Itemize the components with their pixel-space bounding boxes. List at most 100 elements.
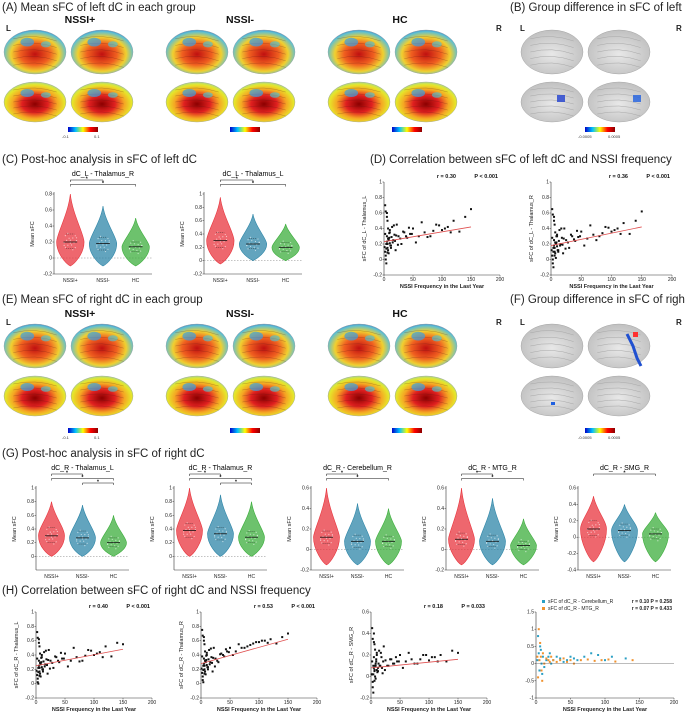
data-point [386, 664, 389, 667]
data-point [205, 664, 208, 667]
violin-point [81, 538, 84, 540]
data-point [391, 241, 394, 244]
data-point [203, 668, 206, 671]
panel-b-cbar-max: 0.0005 [608, 134, 621, 139]
brain-lateral-left [327, 323, 391, 369]
brain-lateral-left [3, 29, 67, 75]
y-tick-label: 0.6 [542, 211, 549, 217]
data-point [376, 666, 379, 669]
violin-point [588, 533, 590, 536]
violin-point [215, 538, 217, 541]
violin-point [490, 537, 492, 539]
data-point [607, 226, 610, 229]
data-point [407, 226, 410, 229]
panel-a-group-2: NSSI- [225, 14, 254, 26]
y-tick-label: 1 [379, 180, 382, 186]
x-tick-label: 0 [200, 700, 203, 706]
violin-point [47, 533, 49, 535]
data-point [201, 655, 204, 658]
data-point [49, 659, 52, 662]
data-point [52, 666, 55, 669]
violin-point [76, 538, 78, 540]
y-tick-label: 0.4 [165, 527, 172, 533]
data-point [202, 681, 205, 684]
brain-lateral-right [70, 29, 134, 75]
violin-point [222, 236, 224, 238]
cluster-smg [633, 332, 638, 337]
data-point [569, 655, 572, 658]
data-point [601, 232, 604, 235]
data-point [393, 662, 396, 665]
data-point [589, 224, 592, 227]
data-point [38, 670, 41, 673]
violin-point [130, 242, 132, 244]
data-point [432, 229, 435, 232]
data-point [552, 659, 555, 662]
sig-star: * [66, 471, 69, 477]
violin-point [290, 241, 292, 244]
violin-point [87, 534, 89, 536]
chart-g4-violin: dC_R - MTG_R -0.2 0 0.2 0.4 0.6 Mean sFC NSSI+ N… [422, 465, 539, 580]
chart-g1-violin: dC_R - Thalamus_L 0 0.2 0.4 0.6 0.8 1 Mean sFC N… [12, 465, 129, 580]
violin-point [101, 240, 103, 242]
violin-point [253, 246, 255, 248]
panel-b-colorbar [585, 127, 615, 132]
violin-3 [100, 515, 127, 557]
violin-point [67, 232, 69, 234]
data-point [613, 229, 616, 232]
violin-point [393, 539, 395, 541]
violin-point [291, 245, 293, 247]
x-axis-label: NSSI Frequency in the Last Year [569, 284, 654, 290]
violin-point [487, 535, 489, 538]
violin-point [458, 541, 460, 543]
violin-point [621, 532, 623, 534]
data-point [555, 660, 558, 663]
violin-point [656, 536, 658, 539]
data-point [552, 266, 555, 269]
violin-point [217, 231, 219, 233]
panel-a-brain-maps [3, 29, 458, 123]
data-point [576, 659, 579, 662]
data-point [604, 659, 606, 662]
violin-point [520, 547, 522, 549]
violin-point [385, 543, 387, 545]
violin-point [217, 243, 219, 245]
data-point [373, 670, 376, 673]
data-point [386, 246, 389, 249]
violin-3 [238, 501, 265, 557]
data-point [226, 650, 229, 653]
data-point [373, 643, 376, 646]
fit-line [35, 648, 124, 667]
brain-lateral-right [394, 29, 458, 75]
data-point [379, 664, 382, 667]
data-point [222, 654, 225, 656]
brain-medial-right [232, 375, 296, 417]
violin-point [214, 534, 216, 537]
y-axis-label: Mean sFC [287, 516, 293, 541]
sig-bracket [70, 179, 104, 182]
sig-bracket [326, 478, 389, 481]
data-point [541, 655, 544, 658]
violin-point [106, 244, 108, 246]
violin-point [73, 242, 75, 244]
data-point [561, 243, 564, 246]
violin-point [589, 526, 591, 528]
violin-point [74, 247, 76, 249]
violin-point [525, 542, 527, 545]
violin-point [466, 536, 468, 538]
cluster-right-dc [633, 95, 641, 102]
data-point [269, 638, 272, 641]
violin-point [520, 539, 522, 541]
y-tick-label: 0.8 [375, 195, 382, 201]
data-point [287, 632, 289, 635]
data-point [423, 231, 426, 234]
legend-swatch [542, 607, 545, 610]
violin-2 [88, 205, 118, 267]
panel-e-cbar-max: 0.1 [94, 435, 100, 440]
data-point [384, 254, 387, 257]
violin-point [587, 531, 589, 534]
data-point [95, 652, 98, 655]
violin-point [524, 548, 526, 550]
violin-point [629, 527, 631, 529]
violin-point [466, 537, 468, 539]
